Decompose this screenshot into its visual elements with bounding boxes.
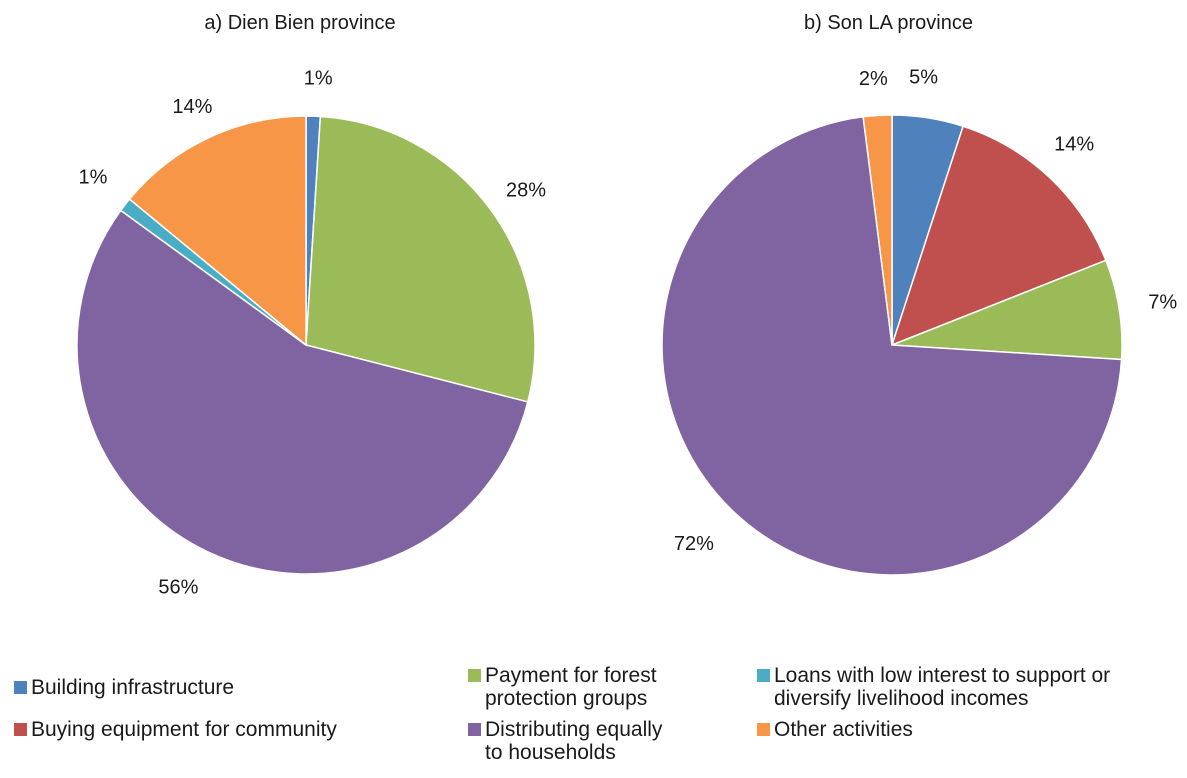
legend-label: Loans with low interest to support or di… xyxy=(774,664,1111,710)
data-label-other-activities: 2% xyxy=(859,68,888,90)
data-label-payment-for-forest-protection-groups: 28% xyxy=(506,179,546,201)
data-label-other-activities: 14% xyxy=(172,96,212,118)
legend-label: Payment for forest protection groups xyxy=(485,664,657,710)
legend-label: Building infrastructure xyxy=(31,676,235,699)
pie-chart-dien-bien: a) Dien Bien province 1% 28% 56% 1% 14% xyxy=(0,0,600,600)
legend-label: Buying equipment for community xyxy=(31,718,337,741)
legend-swatch xyxy=(468,669,481,682)
data-label-loans-with-low-interest-to-support-or-diversify-livelihood-incomes: 1% xyxy=(79,167,108,189)
legend-swatch xyxy=(757,723,770,736)
legend-item-building-infrastructure: Building infrastructure xyxy=(14,676,234,699)
data-label-payment-for-forest-protection-groups: 7% xyxy=(1148,292,1177,314)
chart-title-b: b) Son LA province xyxy=(804,12,973,34)
pie-slice-other-activities xyxy=(128,115,307,347)
legend-item-payment-forest-protection: Payment for forest protection groups xyxy=(468,664,657,710)
pie-svg-b: 5% 14% 7% 72% 2% xyxy=(661,67,1177,576)
chart-title-a: a) Dien Bien province xyxy=(204,12,396,34)
data-label-buying-equipment-for-community: 14% xyxy=(1054,133,1094,155)
pie-slice-buying-equipment-for-community xyxy=(890,125,1107,347)
data-label-distributing-equally-to-households: 56% xyxy=(158,576,198,598)
pie-chart-son-la: b) Son LA province 5% 14% 7% 72% 2% xyxy=(590,0,1187,600)
legend-swatch xyxy=(757,669,770,682)
data-label-building-infrastructure: 5% xyxy=(909,67,938,89)
legend-swatch xyxy=(14,681,27,694)
data-label-building-infrastructure: 1% xyxy=(304,67,333,89)
legend-item-buying-equipment: Buying equipment for community xyxy=(14,718,337,741)
legend-swatch xyxy=(468,723,481,736)
pie-svg-a: 1% 28% 56% 1% 14% xyxy=(76,67,546,598)
legend-item-other-activities: Other activities xyxy=(757,718,913,741)
pie-slice-distributing-equally-to-households xyxy=(661,115,1123,576)
legend-swatch xyxy=(14,723,27,736)
legend-item-loans-low-interest: Loans with low interest to support or di… xyxy=(757,664,1110,710)
legend-item-distributing-equally: Distributing equally to households xyxy=(468,718,662,764)
legend-label: Distributing equally to households xyxy=(485,718,663,764)
pie-slice-payment-for-forest-protection-groups xyxy=(891,259,1123,361)
pie-slice-payment-for-forest-protection-groups xyxy=(305,115,536,403)
legend-label: Other activities xyxy=(774,718,913,741)
pie-slice-distributing-equally-to-households xyxy=(76,209,529,575)
pie-slice-other-activities xyxy=(862,114,893,346)
legend: Building infrastructure Buying equipment… xyxy=(0,630,1187,778)
data-label-distributing-equally-to-households: 72% xyxy=(674,533,714,555)
